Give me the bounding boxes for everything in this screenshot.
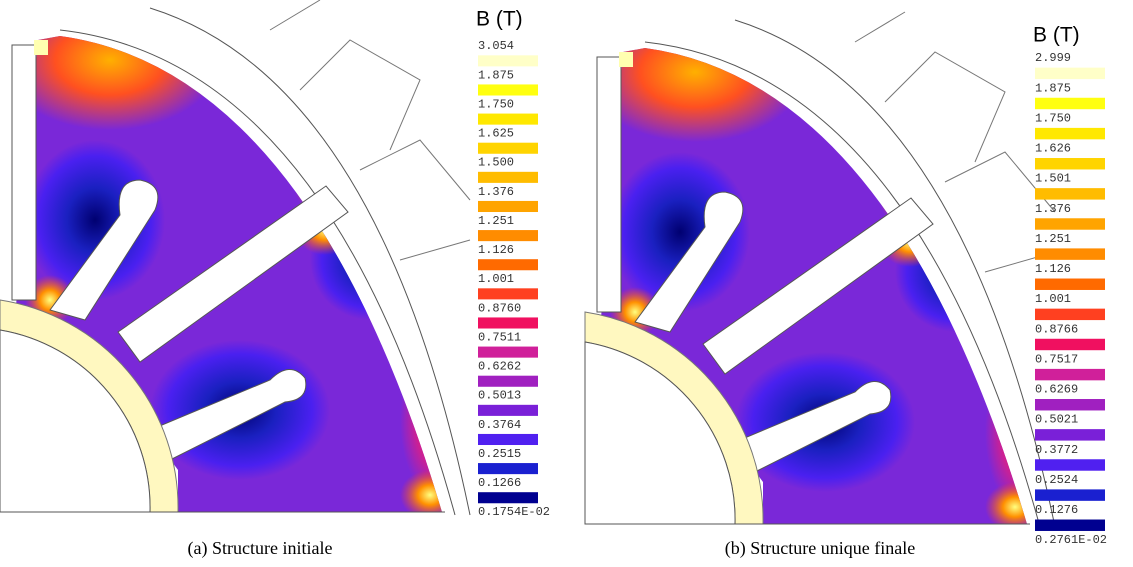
- legend-label: 1.376: [1035, 202, 1071, 216]
- legend-label: 1.500: [478, 156, 514, 170]
- legend-label: 0.8766: [1035, 322, 1078, 336]
- legend-label: 0.6269: [1035, 383, 1078, 397]
- legend-label: 0.1276: [1035, 503, 1078, 517]
- legend-swatch: [1035, 368, 1105, 381]
- legend-label: 1.875: [1035, 81, 1071, 95]
- legend-swatch: [478, 463, 538, 475]
- legend-swatch: [1035, 248, 1105, 260]
- legend-swatch: [1035, 399, 1105, 411]
- legend-label: 1.001: [478, 272, 514, 286]
- legend-swatch: [478, 433, 538, 446]
- legend-label: 1.750: [478, 97, 514, 111]
- legend-label: 0.1754E-02: [478, 505, 550, 519]
- legend-swatch: [1035, 338, 1105, 351]
- legend-swatch: [478, 259, 538, 271]
- legend-swatch: [478, 375, 538, 387]
- legend-label: 0.5021: [1035, 413, 1078, 427]
- legend-label: 0.7511: [478, 330, 521, 344]
- legend-swatch: [1035, 459, 1105, 471]
- legend-label: 0.6262: [478, 360, 521, 374]
- legend-label: 1.251: [478, 214, 514, 228]
- legend-label: 1.625: [478, 127, 514, 141]
- legend-swatch: [1035, 278, 1105, 290]
- legend-label: 0.8760: [478, 301, 521, 315]
- legend-label: 0.3764: [478, 418, 521, 432]
- legend-label: 1.001: [1035, 292, 1071, 306]
- legend-swatch: [478, 492, 538, 504]
- legend-swatch: [1035, 218, 1105, 230]
- legend-swatch: [1035, 429, 1105, 441]
- legend-label: 2.999: [1035, 51, 1071, 65]
- legend-label: 1.251: [1035, 232, 1071, 246]
- legend-swatch: [478, 84, 538, 96]
- legend-swatch: [478, 317, 538, 329]
- legend-label: 0.3772: [1035, 443, 1078, 457]
- caption: (a) Structure initiale: [188, 538, 333, 559]
- legend-swatch: [478, 346, 538, 358]
- legend-swatch: [478, 288, 538, 300]
- legend-swatch: [1035, 158, 1105, 170]
- legend-label: 1.126: [1035, 262, 1071, 276]
- legend-swatch: [1035, 308, 1105, 321]
- legend-swatch: [478, 55, 538, 67]
- legend-label: 0.5013: [478, 389, 521, 403]
- legend-label: 1.501: [1035, 172, 1071, 186]
- legend-title: B (T): [476, 8, 523, 31]
- legend-swatch: [1035, 127, 1105, 140]
- legend-swatch: [1035, 489, 1105, 501]
- legend-title: B (T): [1033, 24, 1080, 47]
- legend-swatch: [478, 142, 538, 154]
- legend-label: 1.875: [478, 68, 514, 82]
- legend-swatch: [478, 230, 538, 242]
- caption: (b) Structure unique finale: [725, 538, 915, 559]
- legend-swatch: [1035, 519, 1105, 531]
- legend-swatch: [478, 171, 538, 183]
- field-plot: [585, 2, 1065, 532]
- legend-swatch: [1035, 97, 1105, 110]
- legend-swatch: [478, 200, 538, 213]
- legend-label: 0.7517: [1035, 352, 1078, 366]
- legend-label: 1.626: [1035, 142, 1071, 156]
- legend-label: 0.2761E-02: [1035, 533, 1107, 547]
- legend-label: 0.1266: [478, 476, 521, 490]
- legend-label: 3.054: [478, 39, 514, 53]
- legend-label: 1.750: [1035, 111, 1071, 125]
- legend-label: 0.2515: [478, 447, 521, 461]
- legend-swatch: [1035, 67, 1105, 80]
- legend-label: 1.376: [478, 185, 514, 199]
- field-plot: [0, 0, 480, 520]
- legend-swatch: [478, 113, 538, 125]
- legend-label: 1.126: [478, 243, 514, 257]
- legend-swatch: [478, 404, 538, 416]
- legend-swatch: [1035, 188, 1105, 200]
- legend-label: 0.2524: [1035, 473, 1078, 487]
